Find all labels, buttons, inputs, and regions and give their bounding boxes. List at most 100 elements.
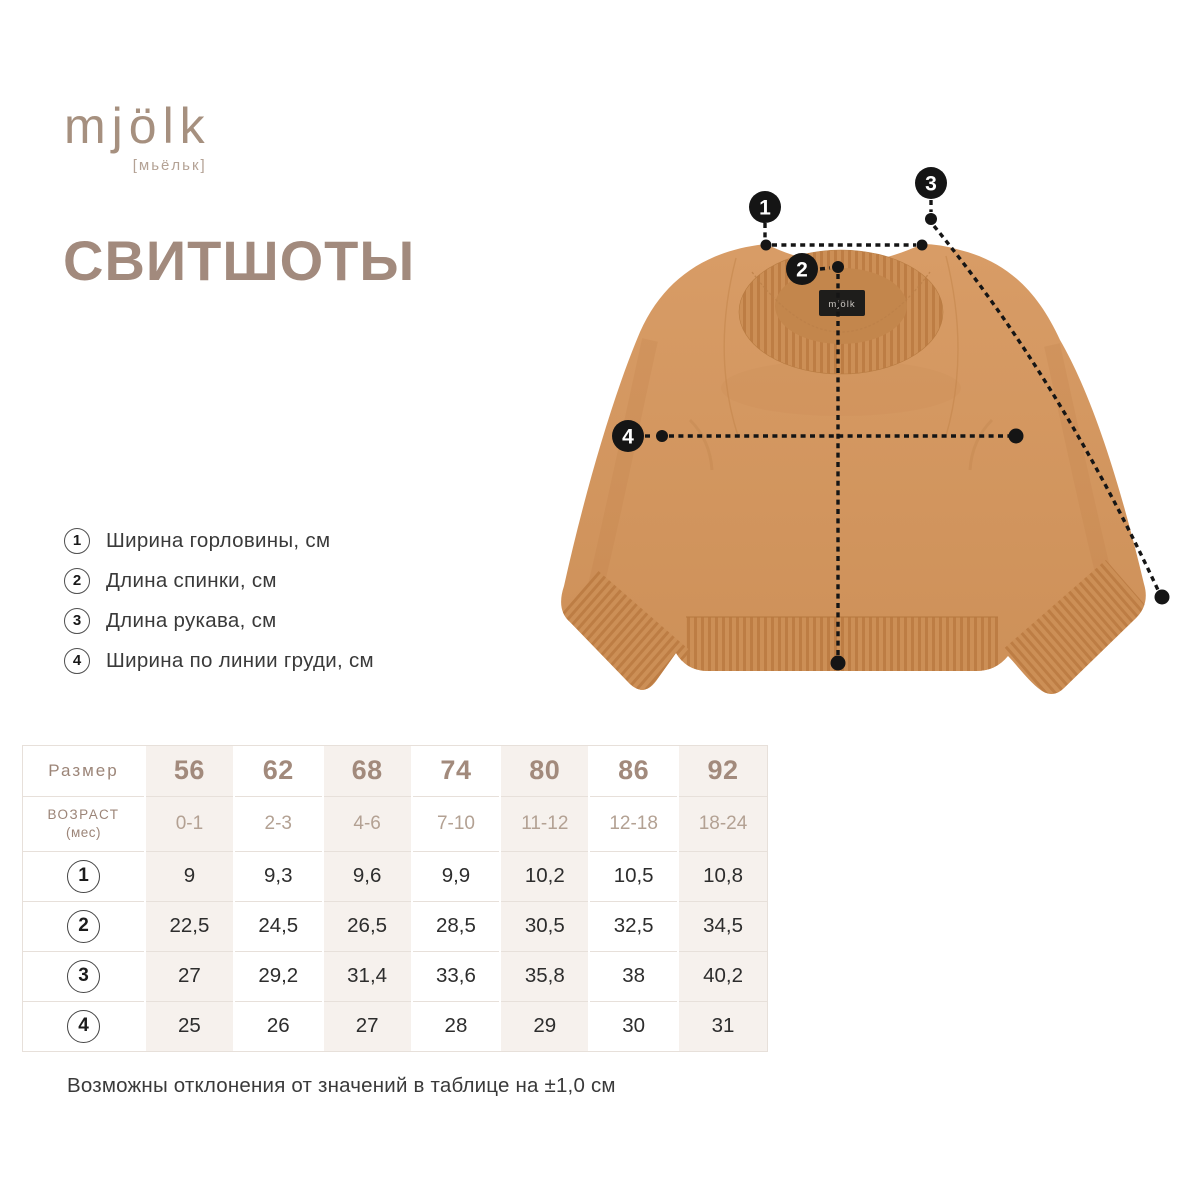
legend-number-circle: 2 — [64, 567, 90, 594]
table-cell: 28,5 — [411, 901, 502, 952]
table-cell: 10,5 — [589, 851, 680, 902]
table-cell: 24,5 — [233, 901, 324, 952]
cuff-left-ribbing — [561, 571, 691, 694]
diagram-marker-3 — [915, 167, 947, 199]
table-row-measure-3: 3 27 29,2 31,4 33,6 35,8 38 40,2 — [23, 951, 767, 1002]
cell-value: 22,5 — [169, 914, 210, 937]
table-cell: 7-10 — [411, 796, 502, 852]
size-table: Размер 56 62 68 74 80 86 92 ВОЗРАСТ (мес… — [22, 745, 768, 1052]
neck-tag — [819, 290, 865, 316]
table-cell: 25 — [145, 1001, 235, 1051]
legend-item: 4 Ширина по линии груди, см — [64, 647, 374, 674]
measure-dot — [760, 239, 772, 251]
measure-dot — [1154, 589, 1170, 605]
legend-item: 1 Ширина горловины, см — [64, 527, 374, 554]
cell-value: 27 — [355, 1014, 379, 1038]
size-column-header: 74 — [440, 755, 472, 786]
table-row-sizes: Размер 56 62 68 74 80 86 92 — [23, 746, 767, 797]
measure-dot — [656, 430, 668, 442]
table-cell: 30,5 — [500, 901, 591, 952]
measure-row-header: 2 — [23, 901, 146, 952]
age-value: 11-12 — [521, 812, 569, 834]
row-number-circle: 4 — [67, 1009, 100, 1043]
brand-logo-text: mjölk — [64, 98, 211, 154]
table-row-measure-4: 4 25 26 27 28 29 30 31 — [23, 1001, 767, 1051]
diagram-marker-4 — [612, 420, 644, 452]
table-cell: 10,8 — [678, 851, 767, 902]
table-cell: 35,8 — [500, 951, 591, 1002]
cell-value: 9,3 — [264, 864, 293, 887]
sweatshirt-measurement-diagram: mjölk 1 2 3 4 — [561, 167, 1170, 694]
measure-dot — [832, 261, 844, 273]
crease-right — [968, 418, 994, 471]
measure-dot — [925, 213, 937, 225]
cell-value: 34,5 — [703, 914, 743, 937]
measurement-lines — [645, 200, 1170, 671]
cell-value: 10,2 — [524, 864, 565, 887]
size-column-header: 80 — [529, 755, 561, 786]
table-cell: 12-18 — [589, 796, 680, 852]
cell-value: 9,9 — [441, 864, 471, 887]
neck-tag-label: mjölk — [828, 299, 855, 310]
cell-value: 32,5 — [613, 914, 654, 937]
cell-value: 29,2 — [258, 964, 299, 987]
measure-dot — [830, 655, 846, 671]
measure-line-2-connector — [819, 266, 831, 271]
sweatshirt-illustration: mjölk — [561, 244, 1146, 694]
table-cell: 18-24 — [678, 796, 767, 852]
cell-value: 33,6 — [436, 964, 476, 987]
legend-label: Длина спинки, см — [106, 568, 277, 592]
table-cell: 31 — [678, 1001, 767, 1051]
row-number-circle: 3 — [67, 959, 100, 993]
table-cell: 10,2 — [500, 851, 591, 902]
measure-row-header: 3 — [23, 951, 146, 1002]
cell-value: 26 — [266, 1014, 290, 1038]
diagram-marker-2 — [786, 253, 818, 285]
diagram-marker-1-label: 1 — [759, 197, 771, 220]
legend-number-circle: 1 — [64, 527, 90, 554]
table-cell: 0-1 — [145, 796, 235, 852]
table-cell: 30 — [589, 1001, 680, 1051]
table-cell: 29,2 — [233, 951, 324, 1002]
sweatshirt-body — [561, 244, 1146, 694]
cell-value: 35,8 — [524, 964, 565, 987]
measure-dot — [1008, 428, 1024, 444]
age-label: ВОЗРАСТ — [47, 806, 120, 822]
measure-dot — [916, 239, 928, 251]
table-row-measure-1: 1 9 9,3 9,6 9,9 10,2 10,5 10,8 — [23, 851, 767, 902]
legend-number-circle: 3 — [64, 607, 90, 634]
size-table-grid: Размер 56 62 68 74 80 86 92 ВОЗРАСТ (мес… — [23, 746, 767, 1051]
table-cell: 27 — [145, 951, 235, 1002]
table-row-measure-2: 2 22,5 24,5 26,5 28,5 30,5 32,5 34,5 — [23, 901, 767, 952]
legend-label: Длина рукава, см — [106, 608, 277, 632]
measure-row-header: 1 — [23, 851, 146, 902]
age-value: 0-1 — [175, 812, 204, 834]
size-column-header: 68 — [351, 755, 383, 786]
table-cell: 56 — [145, 746, 235, 797]
shading-chest — [721, 360, 961, 416]
age-unit-label: (мес) — [65, 824, 102, 840]
cell-value: 31 — [711, 1014, 735, 1038]
measure-line-3 — [932, 224, 1160, 591]
table-cell: 26,5 — [322, 901, 413, 952]
cell-value: 24,5 — [258, 914, 299, 937]
size-column-header: 86 — [618, 755, 650, 786]
table-cell: 33,6 — [411, 951, 502, 1002]
size-column-header: 92 — [707, 755, 739, 786]
legend-label: Ширина горловины, см — [106, 528, 331, 552]
table-cell: 4-6 — [322, 796, 413, 852]
size-row-header: Размер — [23, 746, 146, 797]
table-cell: 26 — [233, 1001, 324, 1051]
cell-value: 30,5 — [524, 914, 565, 937]
size-column-header: 56 — [173, 755, 205, 786]
table-cell: 27 — [322, 1001, 413, 1051]
cell-value: 26,5 — [347, 914, 388, 937]
cell-value: 9 — [183, 864, 196, 887]
age-value: 7-10 — [436, 812, 475, 834]
armhole-seam-right — [945, 255, 959, 437]
legend-item: 3 Длина рукава, см — [64, 607, 374, 634]
table-cell: 9,9 — [411, 851, 502, 902]
size-label: Размер — [48, 760, 119, 780]
page-title: Свитшоты — [63, 229, 416, 292]
table-cell: 9,3 — [233, 851, 324, 902]
